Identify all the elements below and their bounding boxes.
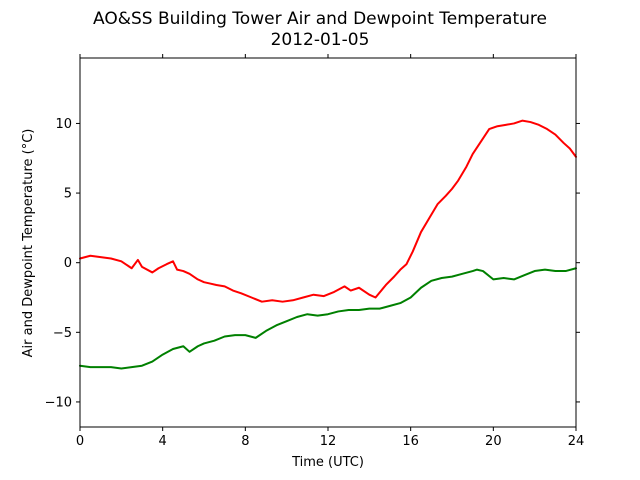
chart-title: AO&SS Building Tower Air and Dewpoint Te…: [93, 9, 547, 29]
x-tick-label: 8: [241, 434, 249, 449]
y-tick-label: 10: [55, 117, 72, 132]
x-tick-label: 12: [320, 434, 337, 449]
dewpoint-temperature-line: [79, 267, 577, 370]
y-tick-label: −10: [45, 395, 72, 410]
x-axis-label: Time (UTC): [291, 455, 364, 470]
y-axis: −10 −5 0 5 10: [45, 117, 580, 410]
x-tick-label: 0: [76, 434, 84, 449]
x-tick-label: 20: [485, 434, 502, 449]
x-tick-label: 24: [568, 434, 585, 449]
plot-frame: [79, 57, 577, 428]
series-layer: [79, 119, 577, 370]
x-axis: 0 4 8 12 16 20 24: [76, 54, 584, 449]
y-axis-label: Air and Dewpoint Temperature (°C): [21, 129, 36, 358]
x-tick-label: 16: [402, 434, 419, 449]
y-tick-label: −5: [53, 326, 72, 341]
chart-subtitle: 2012-01-05: [271, 30, 370, 50]
x-tick-label: 4: [159, 434, 167, 449]
y-tick-label: 5: [64, 187, 72, 202]
y-tick-label: 0: [64, 256, 72, 271]
air-temperature-line: [79, 119, 577, 303]
